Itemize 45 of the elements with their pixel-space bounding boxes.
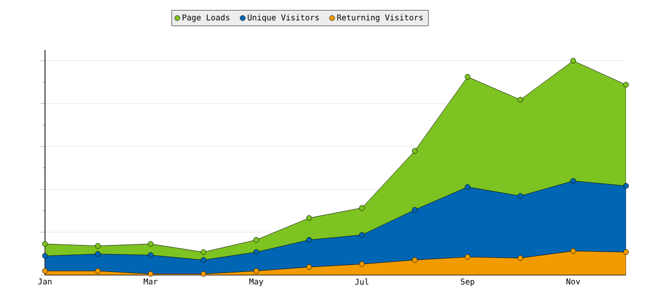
legend-label: Page Loads bbox=[182, 14, 230, 22]
point bbox=[306, 264, 312, 270]
point bbox=[359, 205, 365, 211]
point bbox=[359, 261, 365, 267]
point bbox=[464, 254, 470, 260]
point bbox=[42, 241, 48, 247]
point bbox=[412, 148, 418, 154]
point bbox=[306, 237, 312, 243]
point bbox=[412, 257, 418, 263]
point bbox=[148, 252, 154, 258]
point bbox=[464, 74, 470, 80]
point bbox=[253, 249, 260, 255]
x-tick-label: Sep bbox=[460, 278, 474, 286]
point bbox=[95, 251, 101, 257]
point bbox=[200, 249, 206, 255]
point bbox=[253, 268, 260, 274]
legend-label: Returning Visitors bbox=[337, 14, 423, 22]
point bbox=[148, 241, 154, 247]
point bbox=[518, 255, 524, 261]
point bbox=[570, 58, 576, 64]
x-tick-label: Mar bbox=[144, 278, 158, 284]
point bbox=[359, 232, 365, 238]
point bbox=[570, 178, 576, 184]
point bbox=[464, 184, 470, 190]
point bbox=[95, 243, 101, 249]
point bbox=[42, 253, 48, 259]
point bbox=[200, 257, 206, 263]
x-tick-label: Jan bbox=[38, 278, 52, 284]
point bbox=[623, 183, 629, 189]
x-tick-label: Jul bbox=[355, 278, 368, 285]
point bbox=[200, 271, 206, 277]
legend-label: Unique Visitors bbox=[248, 14, 319, 22]
point bbox=[623, 249, 629, 255]
point bbox=[570, 248, 576, 254]
point bbox=[148, 271, 154, 277]
point bbox=[412, 207, 418, 213]
point bbox=[518, 193, 524, 199]
point bbox=[42, 268, 48, 274]
x-tick-label: Nov bbox=[566, 278, 580, 284]
x-tick-label: May bbox=[249, 278, 264, 286]
point bbox=[253, 237, 260, 243]
point bbox=[623, 82, 629, 88]
point bbox=[306, 215, 312, 221]
point bbox=[518, 96, 524, 103]
point bbox=[95, 268, 101, 274]
